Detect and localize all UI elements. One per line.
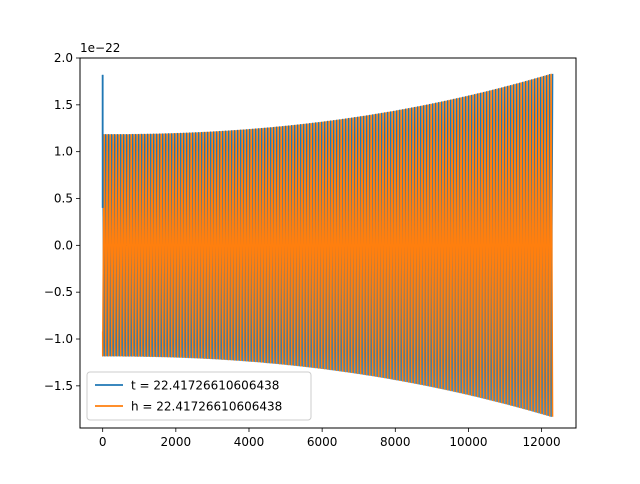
plot-frame [79,57,577,429]
legend-label: h = 22.41726610606438 [131,400,282,414]
axis-offset-label: 1e−22 [80,41,120,55]
x-tick-label: 8000 [380,435,411,449]
x-tick-label: 12000 [523,435,561,449]
y-tick-label: 1.0 [54,145,73,159]
x-tick-label: 2000 [161,435,192,449]
series-layer [101,73,554,418]
y-tick-label: 0.5 [54,192,73,206]
legend-label: t = 22.41726610606438 [131,379,279,393]
series-line-h [101,73,554,417]
x-tick-label: 4000 [234,435,265,449]
y-tick-label: 0.0 [54,238,73,252]
y-axis: −1.5 −1.0 −0.5 0.0 0.5 1.0 1.5 2.0 [44,51,80,393]
legend: t = 22.41726610606438 h = 22.417266106064… [86,371,312,421]
y-tick-label: −0.5 [44,285,73,299]
x-tick-label: 6000 [307,435,338,449]
y-tick-label: 1.5 [54,98,73,112]
x-axis: 0 2000 4000 6000 8000 10000 12000 [99,428,561,449]
y-tick-label: −1.5 [44,379,73,393]
x-tick-label: 0 [99,435,107,449]
legend-box [86,371,312,421]
x-tick-label: 10000 [449,435,487,449]
y-tick-label: −1.0 [44,332,73,346]
y-tick-label: 2.0 [54,51,73,65]
